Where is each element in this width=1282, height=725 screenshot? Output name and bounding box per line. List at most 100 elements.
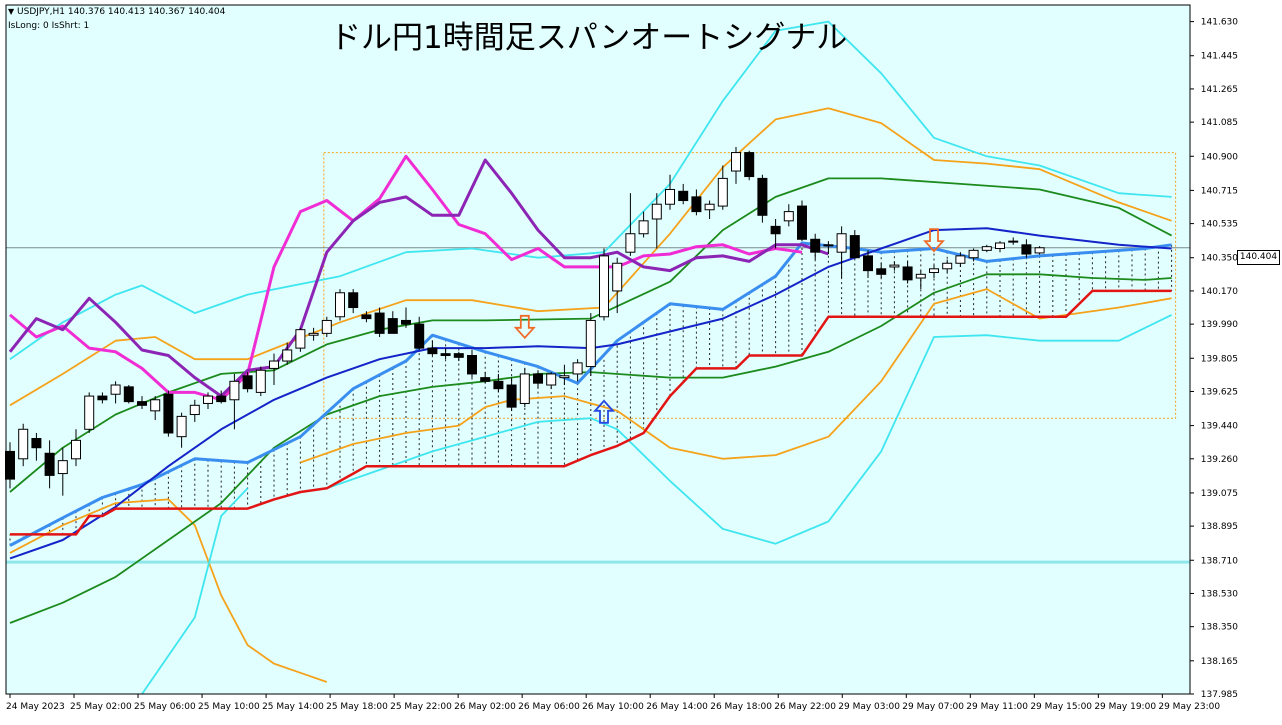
x-tick-label: 29 May 07:00 [902, 702, 964, 712]
y-tick-label: 139.805 [1201, 354, 1238, 364]
candle [176, 412, 187, 448]
plot-frame [5, 4, 1191, 695]
candle-body [110, 384, 121, 395]
candle [533, 370, 543, 389]
candle [744, 150, 755, 181]
x-tick-label: 25 May 02:00 [70, 702, 132, 712]
candle [876, 263, 887, 279]
candle [519, 368, 530, 408]
candle [797, 200, 807, 242]
plot-area [6, 5, 1190, 694]
candle [282, 342, 293, 365]
purple-line-series [8, 158, 829, 398]
candle-body [863, 255, 873, 272]
candle-body [836, 233, 847, 253]
candle-body [823, 244, 834, 247]
candle [981, 244, 992, 253]
candle-body [1021, 244, 1032, 255]
candle [57, 447, 68, 496]
x-tick-label: 25 May 10:00 [198, 702, 260, 712]
sell-signal-arrow-icon [922, 228, 946, 253]
y-tick-label: 141.445 [1201, 52, 1238, 62]
candle [44, 440, 55, 489]
candle [691, 189, 702, 216]
candle [150, 396, 161, 421]
candle-body [678, 190, 689, 202]
y-tick-label: 139.075 [1201, 489, 1238, 499]
candle-body [585, 319, 596, 368]
candle-body [519, 373, 530, 404]
candle [189, 399, 200, 422]
current-price-label: 140.404 [1237, 250, 1280, 265]
y-tick-label: 138.530 [1201, 589, 1238, 599]
candle-body [717, 177, 728, 207]
candle-body [691, 196, 702, 213]
candle-body [44, 452, 55, 476]
candle-body [31, 438, 42, 449]
y-tick-label: 141.630 [1201, 18, 1238, 28]
y-tick-label: 138.895 [1201, 522, 1238, 532]
candle [123, 385, 134, 404]
candle-body [533, 373, 543, 384]
candle-body [216, 395, 227, 403]
candle-body [387, 318, 398, 334]
candle [467, 349, 477, 378]
candle-body [374, 312, 385, 334]
candle-body [665, 188, 675, 205]
candle-body [97, 395, 108, 401]
bb-mid-dn2-series [300, 288, 1172, 464]
candle [651, 193, 662, 249]
candle [321, 316, 332, 338]
candle [493, 373, 504, 393]
symbol-info: ▼ USDJPY,H1 140.376 140.413 140.367 140.… [8, 7, 225, 17]
candle [889, 261, 900, 271]
candle-body [57, 460, 68, 475]
buy-signal-arrow-icon [592, 399, 616, 424]
candle-body [308, 332, 319, 336]
candle [440, 348, 451, 360]
bb-inner-series [9, 177, 1173, 493]
candle [559, 364, 570, 386]
candle-body [123, 386, 134, 403]
candle [480, 372, 491, 384]
x-tick-label: 29 May 19:00 [1094, 702, 1156, 712]
candle [427, 340, 438, 356]
candle-body [414, 323, 425, 349]
candle-body [929, 268, 939, 273]
collapse-triangle-icon[interactable]: ▼ [8, 7, 15, 16]
candle-body [295, 329, 306, 349]
candle-body [229, 380, 240, 401]
candle-body [453, 353, 464, 358]
candle [31, 432, 42, 461]
candle [915, 270, 926, 290]
candle-body [783, 211, 794, 222]
candle [942, 259, 953, 273]
candle [968, 248, 979, 262]
y-tick-label: 140.535 [1201, 220, 1238, 230]
candle-body [506, 384, 517, 408]
candle [585, 313, 596, 376]
y-tick-label: 139.260 [1201, 455, 1238, 465]
candle-body [651, 203, 662, 220]
candle-body [5, 450, 15, 480]
candle-body [981, 246, 992, 251]
candle [110, 381, 121, 404]
candle [18, 423, 29, 467]
candle [401, 307, 411, 328]
candle [97, 392, 108, 404]
candle-body [427, 347, 438, 355]
candle-body [625, 233, 636, 253]
candle-body [84, 395, 95, 430]
candle [863, 250, 873, 279]
candle [836, 226, 847, 279]
x-tick-label: 26 May 18:00 [710, 702, 772, 712]
x-tick-label: 24 May 2023 [6, 702, 65, 712]
candle [308, 327, 319, 341]
candle [599, 248, 609, 321]
candle [955, 252, 966, 267]
x-tick-label: 26 May 14:00 [646, 702, 708, 712]
candle-body [71, 439, 81, 460]
chart-title: ドル円1時間足スパンオートシグナル [330, 20, 847, 56]
